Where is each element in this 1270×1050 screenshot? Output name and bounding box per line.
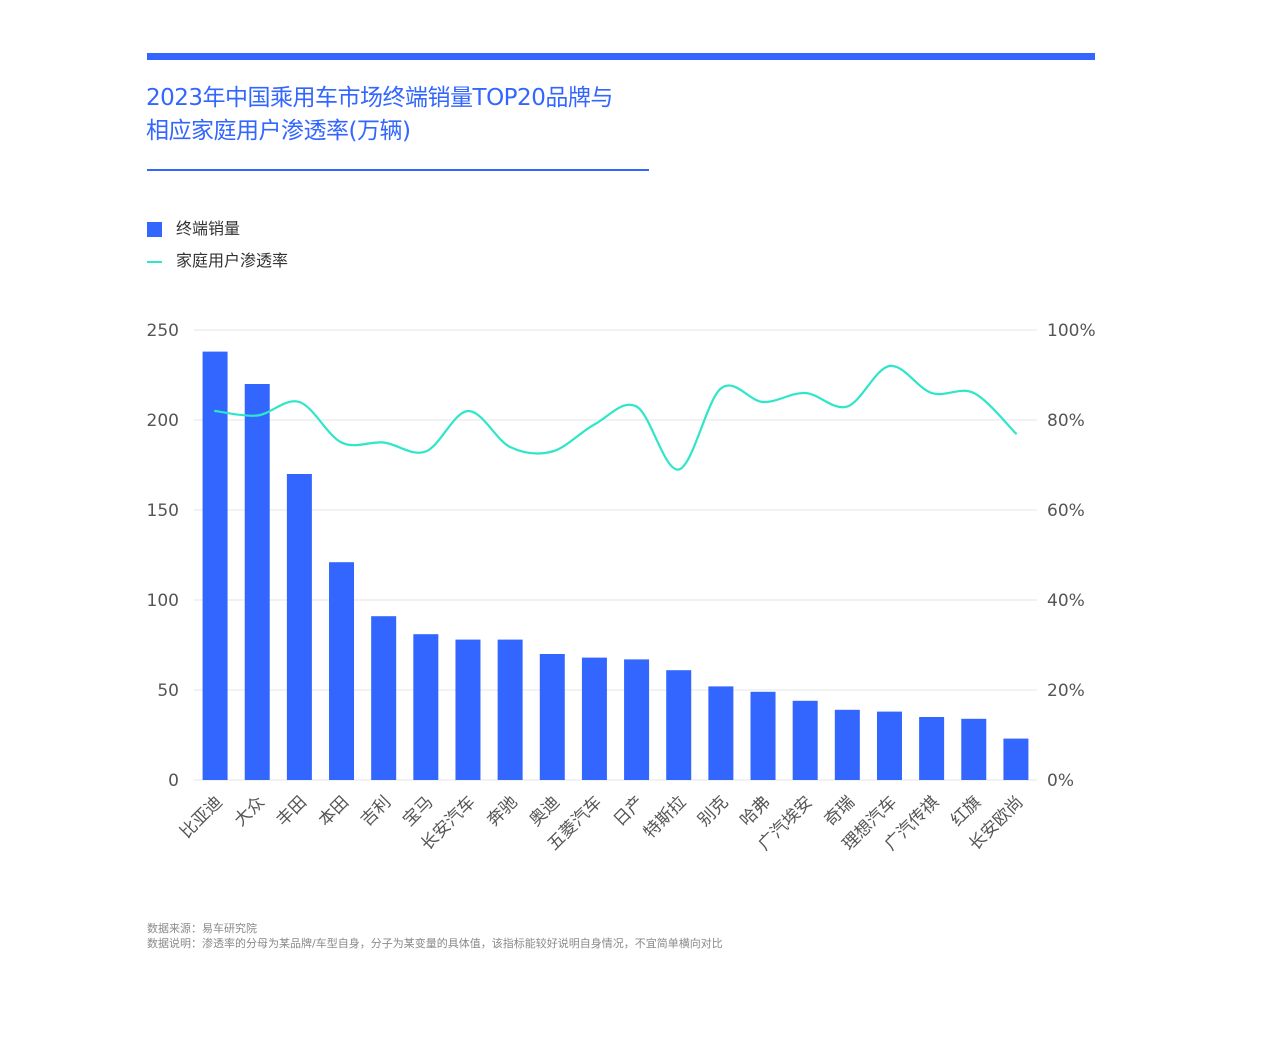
line-point (635, 405, 638, 408)
line-point (888, 364, 891, 368)
line-series (213, 364, 1018, 471)
left-tick-label: 0 (168, 771, 179, 791)
bar (539, 654, 565, 780)
line-point (424, 450, 427, 453)
x-category-label: 丰田 (273, 792, 311, 830)
right-tick-label: 0% (1047, 771, 1074, 791)
left-tick-label: 250 (147, 321, 179, 341)
top-accent-rule (147, 53, 1095, 60)
bar (961, 718, 987, 780)
x-category-label: 大众 (231, 792, 269, 830)
right-tick-label: 60% (1047, 501, 1085, 521)
x-category-label: 奔驰 (483, 792, 521, 830)
left-tick-label: 100 (147, 591, 179, 611)
data-explanation-note: 数据说明：渗透率的分母为某品牌/车型自身，分子为某变量的具体值，该指标能较好说明… (147, 937, 723, 950)
line-point (972, 391, 975, 395)
bar (497, 639, 523, 780)
line-point (466, 409, 470, 413)
bar (202, 351, 228, 780)
line-point (930, 391, 933, 395)
legend-item-sales: 终端销量 (147, 217, 288, 249)
line-point (256, 414, 259, 417)
grid-lines (194, 329, 1037, 781)
bar (792, 700, 818, 780)
line-point (298, 400, 301, 404)
bar (708, 686, 734, 780)
line-point (340, 441, 343, 444)
bar (624, 659, 650, 780)
combo-chart: 0 50 100 150 200 250 0% 20% 40% 60% 80% 100% 比亚迪 大众… (147, 321, 1096, 855)
chart-title-line-2: 相应家庭用户渗透率(万辆) (146, 118, 411, 144)
line-point (719, 387, 722, 390)
left-tick-label: 200 (147, 411, 179, 431)
line-point (677, 468, 680, 471)
bar (750, 691, 776, 780)
line-point (804, 391, 807, 395)
line-point (593, 423, 596, 426)
bar (371, 616, 397, 780)
footer-notes: 数据来源：易车研究院 数据说明：渗透率的分母为某品牌/车型自身，分子为某变量的具… (147, 921, 723, 951)
chart-legend: 终端销量 家庭用户渗透率 (147, 217, 288, 281)
bar (413, 634, 439, 780)
line-point (382, 441, 385, 444)
x-category-label: 吉利 (357, 792, 395, 830)
chart-title-line-1: 2023年中国乘用车市场终端销量TOP20品牌与 (146, 85, 613, 111)
line-point (846, 405, 849, 408)
x-category-label: 比亚迪 (176, 792, 226, 842)
x-category-label: 本田 (315, 792, 353, 830)
line-point (761, 400, 765, 404)
left-tick-label: 50 (157, 681, 179, 701)
penetration-line (214, 364, 1017, 471)
data-source-note: 数据来源：易车研究院 (147, 922, 257, 935)
bar (286, 474, 312, 780)
right-tick-label: 80% (1047, 411, 1085, 431)
bar (919, 717, 945, 780)
x-category-label: 特斯拉 (640, 792, 690, 842)
bar (834, 709, 860, 780)
line-point (509, 445, 512, 449)
bar (581, 657, 607, 780)
bar (329, 562, 355, 780)
bar (1003, 738, 1029, 780)
right-tick-label: 20% (1047, 681, 1085, 701)
legend-sales-label: 终端销量 (176, 219, 241, 238)
bar (876, 711, 902, 780)
line-point (1014, 432, 1018, 435)
line-point (551, 450, 554, 453)
title-underline-rule (147, 169, 649, 171)
bar-series (202, 351, 1029, 780)
bar (244, 384, 270, 780)
chart-title: 2023年中国乘用车市场终端销量TOP20品牌与 相应家庭用户渗透率(万辆) (146, 82, 613, 148)
legend-item-penetration: 家庭用户渗透率 (147, 249, 288, 281)
right-tick-label: 100% (1047, 321, 1096, 341)
legend-bar-swatch (147, 222, 162, 237)
bar (666, 670, 692, 780)
bar (455, 639, 481, 780)
left-tick-label: 150 (147, 501, 179, 521)
line-point (213, 409, 217, 413)
legend-line-swatch (147, 261, 162, 263)
x-category-label: 别克 (694, 792, 732, 830)
legend-penetration-label: 家庭用户渗透率 (176, 251, 289, 270)
left-y-axis: 0 50 100 150 200 250 (147, 321, 179, 791)
right-y-axis: 0% 20% 40% 60% 80% 100% (1047, 321, 1096, 791)
right-tick-label: 40% (1047, 591, 1085, 611)
